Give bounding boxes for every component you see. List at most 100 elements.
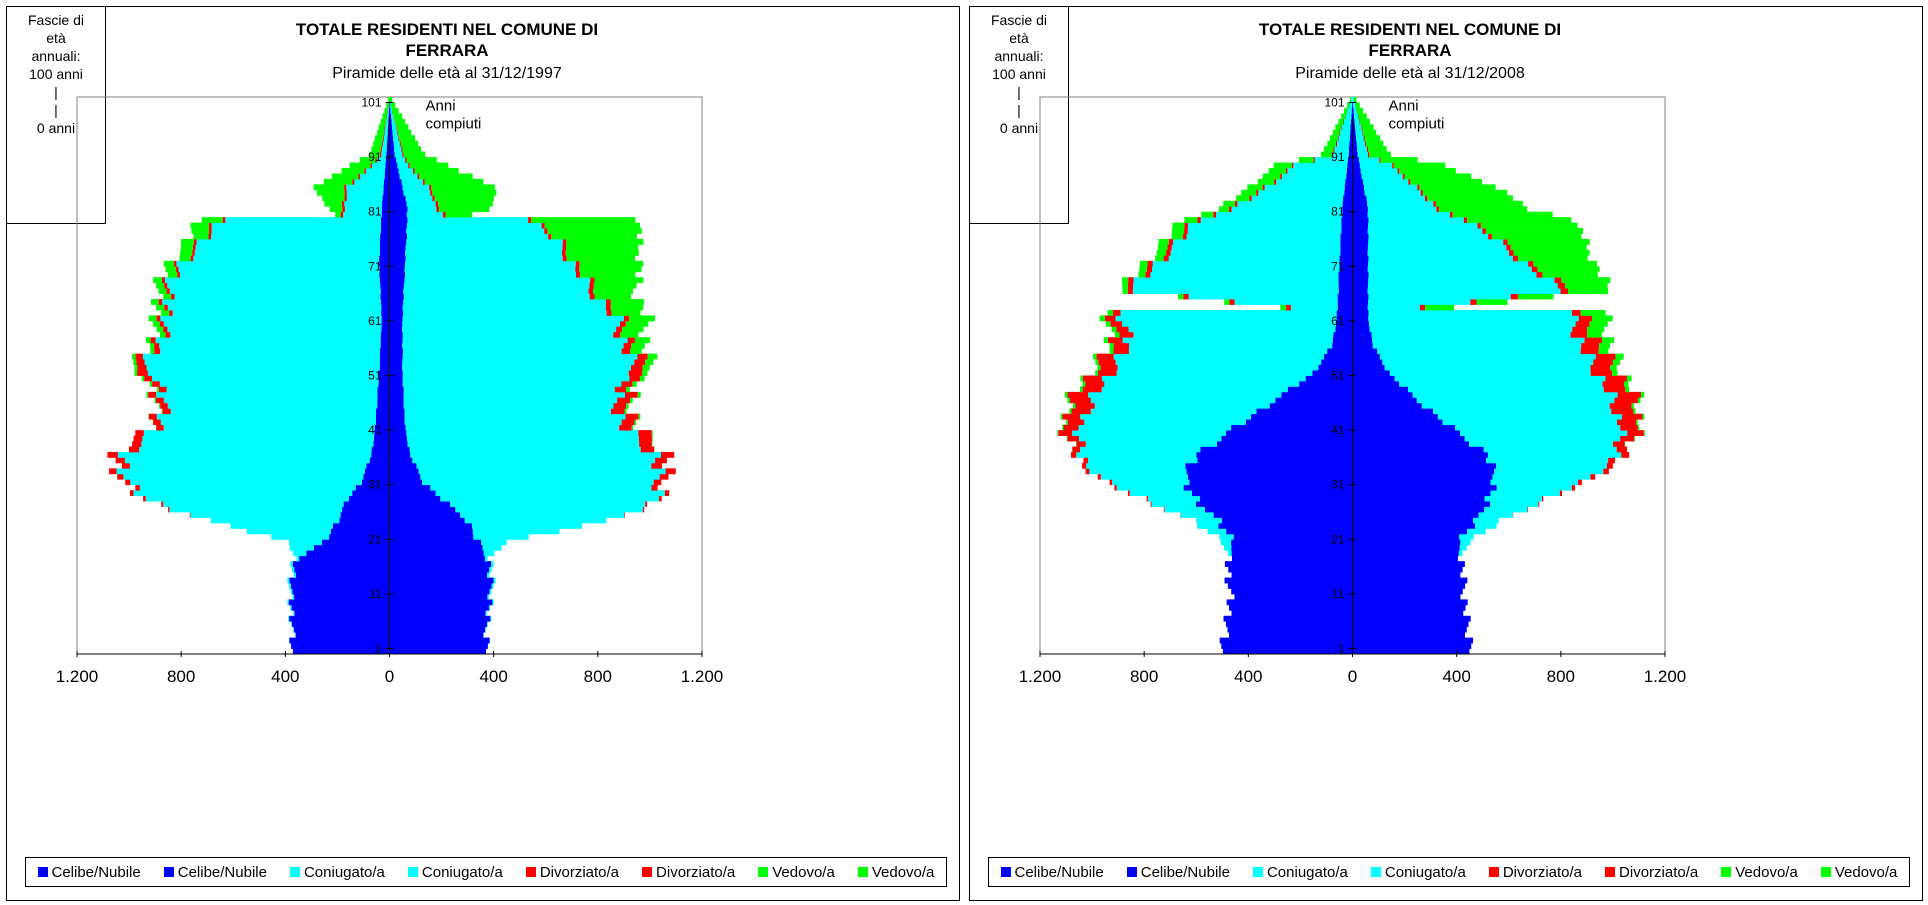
- legend-swatch: [1252, 867, 1263, 877]
- bar-segment: [1187, 473, 1353, 480]
- bar-segment: [1341, 228, 1353, 234]
- legend-item: Celibe/Nubile: [1126, 864, 1230, 881]
- bar-segment: [1076, 441, 1086, 447]
- bar-segment: [1612, 370, 1618, 376]
- bar-segment: [664, 490, 670, 497]
- bar-segment: [1342, 206, 1353, 213]
- bar-segment: [416, 462, 652, 469]
- bar-segment: [1352, 430, 1461, 436]
- bar-segment: [485, 610, 487, 617]
- bar-segment: [195, 244, 380, 251]
- bar-segment: [1237, 200, 1343, 207]
- bar-segment: [151, 299, 159, 305]
- bar-segment: [1186, 468, 1353, 475]
- bar-segment: [394, 151, 403, 158]
- bar-segment: [1357, 151, 1368, 158]
- bar-segment: [1337, 299, 1353, 305]
- age-note-line: annuali:: [994, 48, 1044, 64]
- bar-segment: [389, 189, 404, 196]
- bar-segment: [1442, 419, 1617, 426]
- bar-segment: [606, 309, 612, 316]
- bar-segment: [139, 446, 372, 453]
- bar-segment: [605, 304, 611, 311]
- bar-segment: [1171, 233, 1183, 240]
- bar-segment: [329, 533, 390, 540]
- bar-segment: [1352, 615, 1471, 622]
- bar-segment: [1617, 391, 1642, 398]
- bar-segment: [1620, 435, 1635, 442]
- bar-segment: [1116, 484, 1184, 491]
- legend-swatch: [407, 867, 418, 877]
- bar-segment: [1363, 135, 1365, 142]
- bar-segment: [387, 129, 390, 136]
- bar-segment: [389, 211, 407, 218]
- bar-segment: [645, 501, 648, 507]
- bar-segment: [384, 173, 390, 180]
- bar-segment: [313, 544, 390, 551]
- bar-segment: [404, 413, 626, 420]
- bar-segment: [403, 288, 589, 294]
- y-tick-label: 71: [368, 259, 382, 273]
- bar-segment: [1487, 451, 1622, 458]
- y-tick-label: 101: [1324, 95, 1344, 109]
- bar-segment: [1107, 337, 1123, 344]
- bar-segment: [1338, 118, 1344, 125]
- bar-segment: [161, 501, 164, 507]
- bar-segment: [1344, 107, 1348, 114]
- bar-segment: [590, 277, 595, 284]
- bar-segment: [403, 293, 590, 300]
- bar-segment: [405, 271, 576, 278]
- bar-segment: [1359, 162, 1393, 169]
- legend-item: Coniugato/a: [407, 864, 503, 881]
- bar-segment: [1117, 364, 1319, 371]
- bar-segment: [390, 107, 393, 114]
- bar-segment: [389, 386, 404, 393]
- bar-segment: [389, 238, 407, 245]
- bar-segment: [1172, 222, 1185, 229]
- bar-segment: [1086, 462, 1186, 469]
- legend-item: Coniugato/a: [289, 864, 385, 881]
- bar-segment: [1129, 342, 1333, 349]
- bar-segment: [1352, 331, 1372, 338]
- bar-segment: [389, 528, 473, 535]
- bar-segment: [144, 359, 380, 365]
- bar-segment: [208, 222, 212, 229]
- bar-segment: [389, 184, 403, 191]
- bar-segment: [1359, 118, 1360, 125]
- bar-segment: [1460, 539, 1471, 546]
- bar-segment: [639, 441, 652, 447]
- bar-segment: [396, 124, 409, 131]
- bar-segment: [1435, 200, 1523, 207]
- bar-segment: [358, 173, 361, 180]
- bar-segment: [201, 217, 223, 223]
- bar-segment: [1339, 266, 1353, 273]
- bar-segment: [390, 102, 391, 109]
- bar-segment: [164, 304, 168, 311]
- bar-segment: [178, 266, 380, 273]
- bar-segment: [389, 113, 392, 120]
- age-note-line: 100 anni: [992, 66, 1046, 82]
- bar-segment: [1369, 326, 1573, 333]
- bar-segment: [1145, 271, 1151, 278]
- bar-segment: [1352, 572, 1461, 578]
- bar-segment: [378, 380, 390, 387]
- bar-segment: [1127, 288, 1133, 294]
- bar-segment: [1163, 255, 1169, 262]
- bar-segment: [389, 555, 485, 562]
- age-note-line: 0 anni: [36, 120, 76, 136]
- bar-segment: [117, 473, 124, 480]
- bar-segment: [363, 473, 390, 480]
- bar-segment: [405, 255, 563, 262]
- bar-segment: [1436, 206, 1440, 213]
- bar-segment: [155, 397, 164, 404]
- bar-segment: [1057, 430, 1059, 436]
- chart-title-line: FERRARA: [405, 41, 489, 60]
- bar-segment: [377, 129, 384, 136]
- bar-segment: [115, 457, 125, 464]
- bar-segment: [620, 331, 639, 338]
- bar-segment: [1427, 195, 1513, 202]
- bar-segment: [401, 146, 403, 153]
- bar-segment: [493, 577, 496, 584]
- legend-swatch: [1000, 867, 1011, 877]
- bar-segment: [322, 539, 390, 546]
